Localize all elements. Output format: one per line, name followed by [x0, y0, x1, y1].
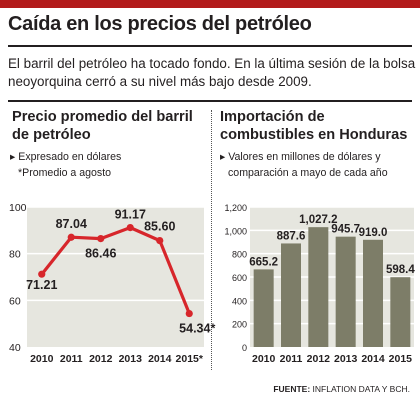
bar-x-tick-label: 2015 [389, 353, 413, 365]
line-x-tick-label: 2010 [30, 353, 54, 365]
bar [363, 239, 383, 347]
left-panel-note-august: *Promedio a agosto [18, 167, 112, 179]
bar [308, 227, 329, 347]
panel-divider [211, 110, 212, 370]
line-point [38, 270, 46, 278]
line-y-tick-label: 80 [9, 249, 21, 261]
right-panel-title: Importación de combustibles en Honduras [220, 109, 408, 143]
line-x-tick-label: 2013 [119, 353, 143, 365]
line-y-tick-label: 40 [9, 342, 21, 354]
line-y-tick-label: 100 [9, 202, 27, 214]
page-title: Caída en los precios del petróleo [8, 13, 312, 35]
bar-y-tick-label: 400 [232, 296, 247, 306]
bar-data-label: 919.0 [359, 227, 388, 239]
line-plot-area [27, 207, 204, 347]
line-series [40, 226, 191, 315]
line-data-label: 54.34* [179, 322, 215, 336]
bar-data-label: 945.7 [331, 224, 360, 236]
lead-paragraph: El barril del petróleo ha tocado fondo. … [8, 56, 416, 89]
bar-y-tick-label: 200 [232, 320, 247, 330]
bar-y-tick-label: 800 [232, 250, 247, 260]
accent-bar [0, 0, 420, 8]
left-panel-note-units: ▸ Expresado en dólares [10, 151, 122, 163]
right-panel-note-comparison: comparación a mayo de cada año [228, 167, 388, 179]
bar-x-tick-label: 2012 [307, 353, 331, 365]
left-panel-title: Precio promedio del barril de petróleo [12, 109, 193, 143]
source-label: FUENTE: [273, 384, 311, 394]
line-data-label: 85.60 [144, 220, 175, 234]
bar [390, 277, 411, 347]
line-point [67, 233, 75, 241]
line-point [185, 309, 193, 318]
bar-y-tick-label: 1,200 [224, 203, 247, 213]
bar-data-label: 665.2 [249, 256, 278, 268]
line-x-tick-label: 2011 [60, 353, 83, 365]
title-rule [8, 45, 412, 47]
bar [253, 269, 274, 347]
bar-y-tick-label: 1,000 [224, 226, 247, 236]
line-y-tick-label: 60 [9, 295, 21, 307]
line-point [156, 237, 164, 245]
line-point [126, 224, 134, 232]
bar [281, 243, 301, 347]
line-data-label: 87.04 [56, 217, 87, 231]
lead-rule [8, 100, 412, 102]
bar-data-label: 887.6 [277, 230, 306, 242]
bar-y-tick-label: 600 [232, 273, 247, 283]
right-panel-note-units: ▸ Valores en millones de dólares y [220, 151, 381, 163]
line-x-tick-label: 2014 [148, 353, 172, 365]
line-data-label: 71.21 [26, 278, 57, 292]
line-data-label: 91.17 [115, 208, 146, 222]
bar-x-tick-label: 2010 [252, 353, 276, 365]
bar-x-tick-label: 2011 [280, 353, 303, 365]
bar-y-tick-label: 0 [242, 343, 247, 353]
source-footer: FUENTE: INFLATION DATA Y BCH. [273, 384, 410, 394]
bar-data-label: 1,027.2 [299, 214, 337, 226]
bar [335, 236, 356, 347]
bar-x-tick-label: 2013 [334, 353, 358, 365]
line-x-tick-label: 2012 [89, 353, 113, 365]
line-x-tick-label: 2015* [176, 353, 204, 365]
bar-x-tick-label: 2014 [361, 353, 385, 365]
source-text: INFLATION DATA Y BCH. [312, 384, 410, 394]
bar-data-label: 598.4 [386, 264, 415, 276]
line-data-label: 86.46 [85, 247, 116, 261]
line-point [97, 234, 105, 243]
